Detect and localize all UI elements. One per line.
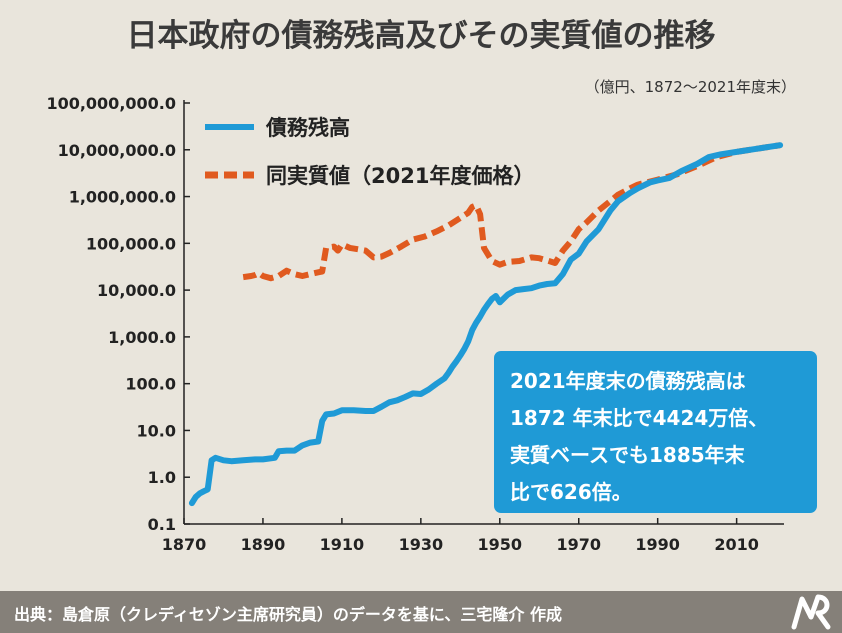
y-tick-label: 100,000.0 bbox=[86, 234, 176, 253]
axes bbox=[183, 100, 784, 525]
x-tick-labels: 1870 1890 1910 1930 1950 1970 1990 2010 bbox=[162, 518, 759, 554]
y-tick-label: 1.0 bbox=[148, 468, 176, 487]
x-tick-label: 1890 bbox=[241, 535, 286, 554]
series-lines bbox=[188, 142, 784, 507]
y-tick-label: 100,000,000.0 bbox=[46, 94, 176, 113]
y-tick-label: 1,000,000.0 bbox=[69, 188, 176, 207]
y-tick-label: 0.1 bbox=[148, 515, 176, 534]
y-tick-label: 1,000.0 bbox=[108, 328, 176, 347]
callout-line-3: 実質ベースでも1885年末 bbox=[510, 443, 745, 467]
x-tick-label: 1950 bbox=[478, 535, 523, 554]
y-tick-labels: 100,000,000.0 10,000,000.0 1,000,000.0 100,… bbox=[46, 94, 190, 534]
x-tick-label: 1990 bbox=[635, 535, 680, 554]
x-tick-label: 1910 bbox=[320, 535, 365, 554]
y-tick-label: 10,000,000.0 bbox=[58, 141, 176, 160]
callout-line-1: 2021年度末の債務残高は bbox=[510, 369, 746, 393]
annotation-callout: 2021年度末の債務残高は 1872 年末比で4424万倍、 実質ベースでも18… bbox=[494, 351, 817, 513]
legend: 債務残高 同実質値（2021年度価格） bbox=[205, 116, 534, 188]
legend-label-real: 同実質値（2021年度価格） bbox=[266, 164, 534, 188]
y-tick-label: 10.0 bbox=[137, 421, 176, 440]
x-tick-label: 1870 bbox=[162, 535, 207, 554]
callout-line-4: 比で626倍。 bbox=[510, 480, 632, 504]
author-logo-icon bbox=[791, 594, 831, 630]
unit-note: （億円、1872〜2021年度末） bbox=[584, 78, 796, 96]
series-line-real bbox=[242, 142, 781, 282]
x-tick-label: 2010 bbox=[714, 535, 759, 554]
chart-title: 日本政府の債務残高及びその実質値の推移 bbox=[126, 18, 716, 54]
series-line-nominal bbox=[188, 142, 784, 507]
source-credit: 出典：島倉原（クレディセゾン主席研究員）のデータを基に、三宅隆介 作成 bbox=[14, 605, 562, 624]
y-tick-label: 10,000.0 bbox=[97, 281, 176, 300]
footer-bar: 出典：島倉原（クレディセゾン主席研究員）のデータを基に、三宅隆介 作成 bbox=[0, 591, 842, 633]
y-tick-label: 100.0 bbox=[125, 375, 176, 394]
x-tick-label: 1970 bbox=[556, 535, 601, 554]
x-tick-label: 1930 bbox=[399, 535, 444, 554]
callout-line-2: 1872 年末比で4424万倍、 bbox=[510, 406, 769, 430]
legend-label-nominal: 債務残高 bbox=[265, 116, 350, 140]
